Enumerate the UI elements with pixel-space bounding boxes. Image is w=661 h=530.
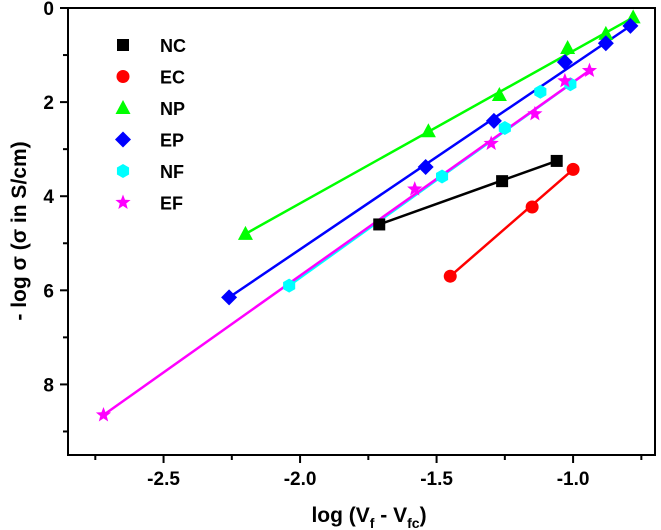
point-ec bbox=[566, 162, 580, 176]
point-nf bbox=[435, 169, 449, 184]
y-tick-label: 2 bbox=[43, 93, 54, 114]
legend-label-ec: EC bbox=[160, 68, 185, 88]
point-ef bbox=[95, 407, 112, 422]
y-tick-label: 6 bbox=[43, 281, 54, 302]
point-ec bbox=[525, 200, 539, 214]
y-axis-label: - log σ (σ in S/cm) bbox=[8, 141, 31, 320]
legend-label-nf: NF bbox=[160, 162, 184, 182]
point-np bbox=[420, 123, 436, 138]
point-ef bbox=[407, 181, 423, 196]
point-nf bbox=[534, 84, 547, 99]
legend-label-ef: EF bbox=[160, 194, 183, 214]
point-ep bbox=[221, 289, 238, 306]
point-np bbox=[237, 225, 253, 240]
data-markers bbox=[95, 9, 641, 422]
axes: -2.5 -2.0 -1.5 -1.0 0 2 4 6 8 bbox=[43, 0, 656, 490]
legend-marker-np bbox=[115, 100, 131, 114]
legend-marker-nf bbox=[116, 164, 130, 178]
point-nc bbox=[373, 218, 386, 231]
x-tick-label: -2.0 bbox=[284, 469, 317, 490]
x-tick-label: -2.5 bbox=[147, 469, 180, 490]
fit-line-nc bbox=[378, 159, 558, 226]
point-ec bbox=[443, 269, 457, 283]
point-ep bbox=[597, 35, 614, 52]
legend-marker-ec bbox=[116, 70, 130, 83]
legend-label-nc: NC bbox=[160, 36, 186, 56]
point-np bbox=[560, 39, 576, 54]
y-tick-label: 8 bbox=[43, 375, 54, 396]
point-ep bbox=[485, 112, 502, 129]
point-np bbox=[491, 87, 507, 102]
point-nc bbox=[496, 175, 509, 188]
y-tick-label: 0 bbox=[43, 0, 54, 20]
point-nf bbox=[283, 278, 296, 293]
x-axis-label: log (Vf - Vfc) bbox=[311, 504, 426, 530]
y-tick-label: 4 bbox=[43, 187, 54, 208]
fit-line-ef bbox=[102, 69, 591, 417]
point-ep bbox=[622, 17, 639, 34]
point-nc bbox=[550, 154, 563, 167]
legend-label-np: NP bbox=[160, 99, 185, 119]
legend: NC EC NP EP NF EF bbox=[115, 36, 186, 214]
point-ef bbox=[527, 105, 543, 121]
legend-marker-ef bbox=[115, 194, 131, 209]
point-ef bbox=[557, 72, 573, 88]
legend-label-ep: EP bbox=[160, 131, 184, 151]
point-ef bbox=[483, 135, 499, 150]
point-np bbox=[598, 25, 614, 40]
point-ep bbox=[417, 159, 434, 176]
point-ef bbox=[581, 62, 598, 78]
fit-line-np bbox=[244, 16, 634, 235]
fit-line-ec bbox=[449, 168, 574, 278]
fit-line-ep bbox=[228, 24, 632, 299]
legend-marker-nc bbox=[117, 39, 129, 51]
point-nf bbox=[498, 120, 511, 135]
x-tick-label: -1.5 bbox=[420, 469, 453, 490]
x-tick-label: -1.0 bbox=[557, 469, 590, 490]
legend-marker-ep bbox=[115, 131, 131, 148]
point-ep bbox=[556, 54, 573, 71]
plot-frame bbox=[67, 7, 656, 456]
